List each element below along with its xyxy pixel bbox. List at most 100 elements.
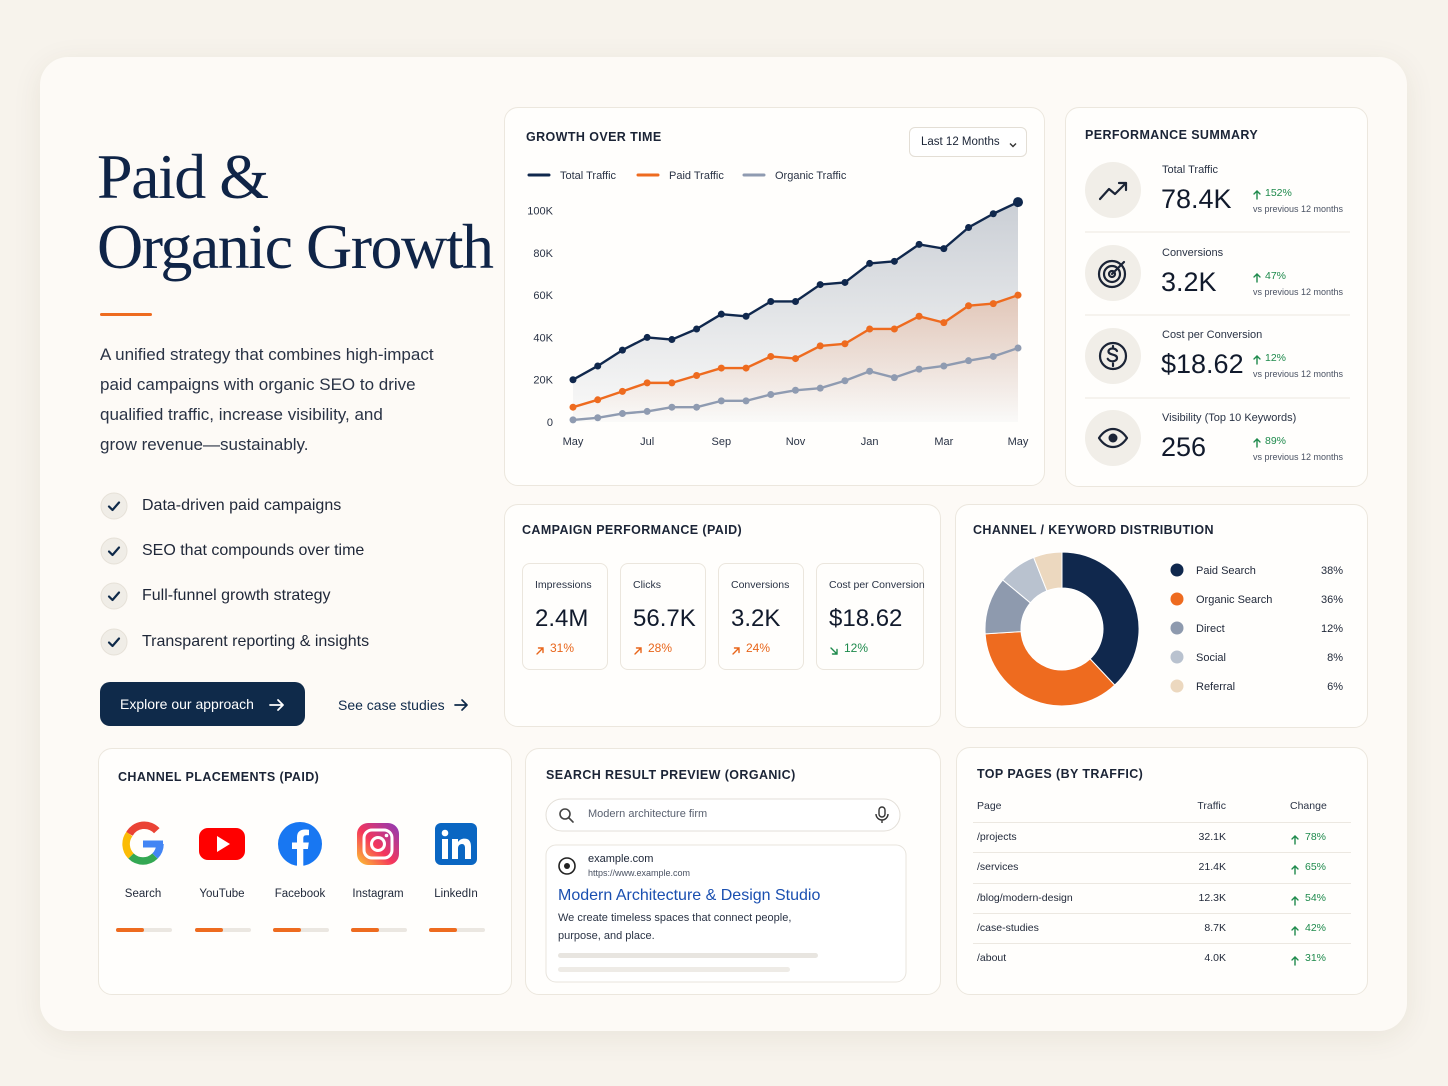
metric-change: 12% [1265,352,1287,365]
x-tick-label: Sep [712,436,732,448]
data-point [792,297,799,305]
up-arrow [1252,187,1262,200]
page-change: 54% [1305,891,1327,904]
donut-segment [1033,551,1063,592]
data-point [866,325,874,333]
legend-value: 12% [1321,623,1343,635]
up-arrow [1252,435,1262,448]
data-point [717,364,725,372]
kpi-label: Conversions [731,579,790,591]
hero-title: Organic Growth [97,211,494,282]
column-header: Page [977,800,1002,812]
x-tick-label: Jul [640,436,654,448]
up-arrow [1291,925,1299,936]
metric-note: vs previous 12 months [1253,286,1344,297]
column-header: Change [1290,800,1327,812]
data-point [618,387,626,395]
check-icon [100,628,128,656]
progress-bar [116,928,144,932]
legend-label: Paid Search [1196,565,1256,577]
metric-note: vs previous 12 months [1253,452,1344,463]
trend-arrow [536,647,544,655]
kpi-change: 12% [844,641,869,655]
kpi-value: 3.2K [731,605,781,632]
page-traffic: 21.4K [1198,861,1226,874]
metric-label: Visibility (Top 10 Keywords) [1162,412,1297,425]
legend-dot [1170,563,1184,577]
data-point [767,391,775,399]
x-tick-label: Jan [861,436,879,448]
range-dropdown[interactable]: Last 12 Months [909,127,1027,157]
check-icon [100,492,128,520]
data-point [841,340,849,348]
data-point [693,403,701,411]
data-point [717,397,725,405]
data-point [668,336,676,344]
data-point [717,310,725,318]
up-arrow [1253,355,1261,366]
row-divider [973,852,1351,854]
up-arrow [1291,865,1299,875]
row-divider [973,822,1351,823]
check-icon [100,582,128,610]
hero-description: paid campaigns with organic SEO to drive [100,375,416,394]
data-point [668,379,676,387]
trend-arrow [830,647,838,655]
kpi-card [620,563,706,670]
up-arrow [1290,953,1300,966]
up-arrow [1291,956,1299,966]
secondary-link[interactable]: See case studies [338,697,445,713]
donut-segment [984,631,1116,707]
trend-arrow [731,643,741,655]
data-point [569,416,577,424]
chevron-icon [1008,137,1018,148]
metric-value: $18.62 [1161,349,1244,380]
data-point [965,302,973,310]
progress-bar [273,928,301,932]
page-change: 31% [1305,952,1327,965]
progress-bar [429,928,457,932]
data-point [767,297,775,305]
kpi-change: 24% [746,641,771,655]
search-query: Modern architecture firm [588,808,708,820]
data-point [915,240,923,248]
data-point [594,362,602,370]
data-point [767,352,775,360]
page-path: /projects [977,831,1017,843]
chevron-icon [1009,143,1017,148]
hero-title: Paid & [97,141,269,212]
card-title: PERFORMANCE SUMMARY [1085,128,1259,142]
check-icon [100,628,128,656]
metric-change: 47% [1265,269,1287,282]
card-title: GROWTH OVER TIME [526,130,662,144]
kpi-card [718,563,804,670]
metric-note: vs previous 12 months [1253,369,1344,380]
arrow-icon [453,697,469,713]
progress-track [116,928,172,932]
legend-dot [1170,650,1184,664]
data-point [643,407,651,415]
primary-button[interactable]: Explore our approach [100,682,305,726]
result-title[interactable]: Modern Architecture & Design Studio [558,887,821,904]
up-arrow [1290,832,1300,845]
y-tick-label: 0 [547,417,553,429]
metric-value: 78.4K [1161,184,1232,214]
data-point [643,379,651,387]
data-point [940,319,948,327]
up-arrow [1290,862,1300,875]
row-divider [973,943,1351,945]
data-point [594,396,602,404]
y-tick-label: 100K [527,206,553,218]
up-arrow [1290,893,1300,906]
card-title: CHANNEL PLACEMENTS (PAID) [118,770,320,784]
data-point [618,346,626,354]
feature-text: Full-funnel growth strategy [142,587,331,605]
legend-label: Referral [1196,681,1235,693]
placements-card [98,748,512,995]
page-path: /blog/modern-design [977,891,1073,904]
data-point [965,223,973,231]
distribution-chart: Paid Search 38% Organic Search 36% Direct 12%… [984,551,1343,707]
series-area [573,295,1018,422]
feature-text: Transparent reporting & insights [142,632,370,650]
up-arrow [1253,190,1261,200]
